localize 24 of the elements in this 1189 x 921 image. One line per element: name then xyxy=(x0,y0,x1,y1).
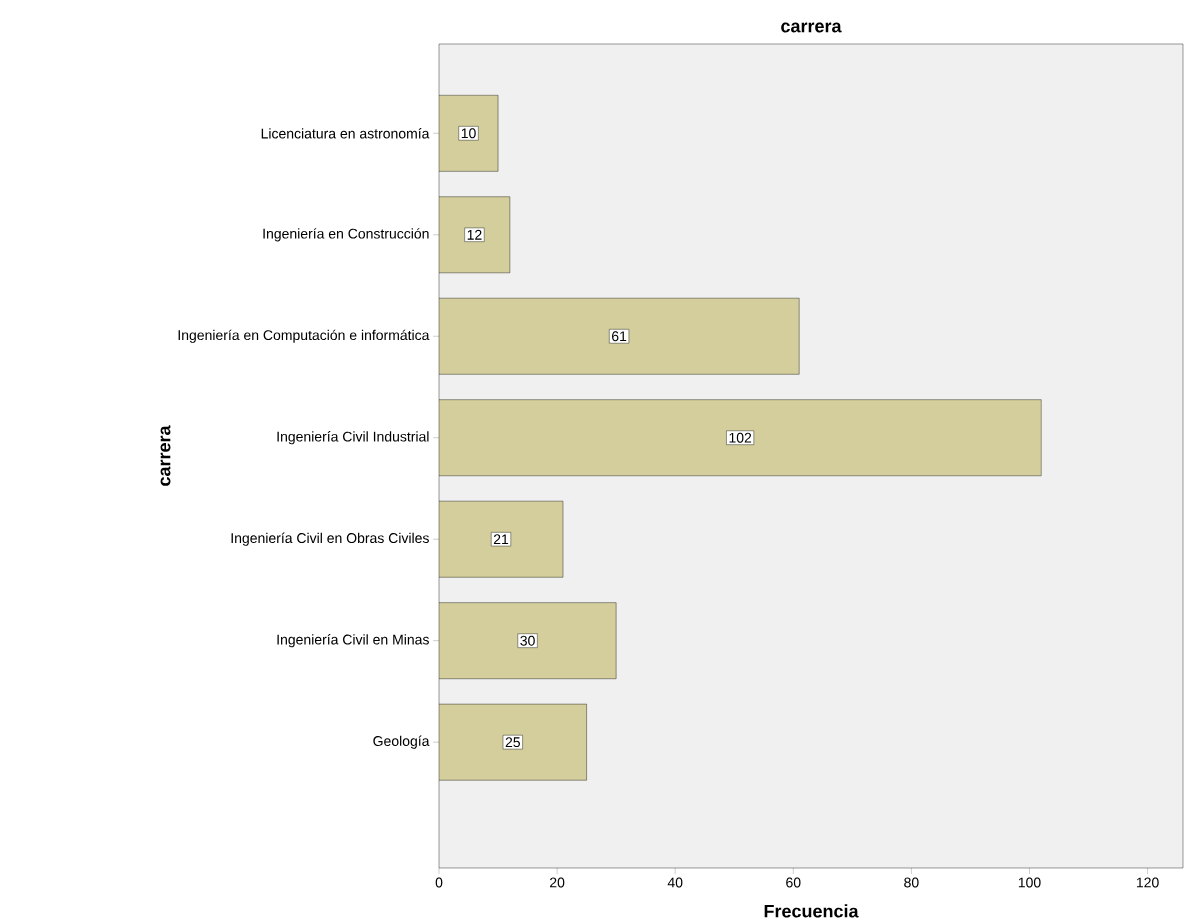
x-tick-label: 60 xyxy=(786,877,801,888)
data-label: 21 xyxy=(493,534,509,545)
y-tick-label: Ingeniería Civil en Obras Civiles xyxy=(231,532,429,546)
x-tick-label: 120 xyxy=(1136,877,1159,888)
data-label: 25 xyxy=(505,737,521,748)
y-tick-label: Ingeniería en Construcción xyxy=(263,228,429,242)
chart-title: carrera xyxy=(781,22,842,33)
x-tick-label: 80 xyxy=(904,877,919,888)
y-tick-label: Ingeniería Civil en Minas xyxy=(277,634,429,648)
y-tick-label: Geología xyxy=(373,735,430,749)
data-label: 12 xyxy=(467,229,482,240)
data-label: 30 xyxy=(520,635,535,646)
y-axis-title: carrera xyxy=(160,425,171,486)
data-label: 10 xyxy=(461,128,476,139)
x-tick-label: 0 xyxy=(435,877,443,888)
x-tick-label: 40 xyxy=(667,877,683,888)
x-axis-title: Frecuencia xyxy=(764,904,859,918)
y-tick-label: Licenciatura en astronomía xyxy=(261,128,430,139)
x-tick-label: 100 xyxy=(1018,877,1041,888)
y-tick-label: Ingeniería Civil Industrial xyxy=(277,431,429,445)
x-tick-label: 20 xyxy=(550,877,565,888)
data-label: 102 xyxy=(729,432,752,443)
data-label: 61 xyxy=(612,331,627,342)
y-tick-label: Ingeniería en Computación e informática xyxy=(178,329,430,343)
